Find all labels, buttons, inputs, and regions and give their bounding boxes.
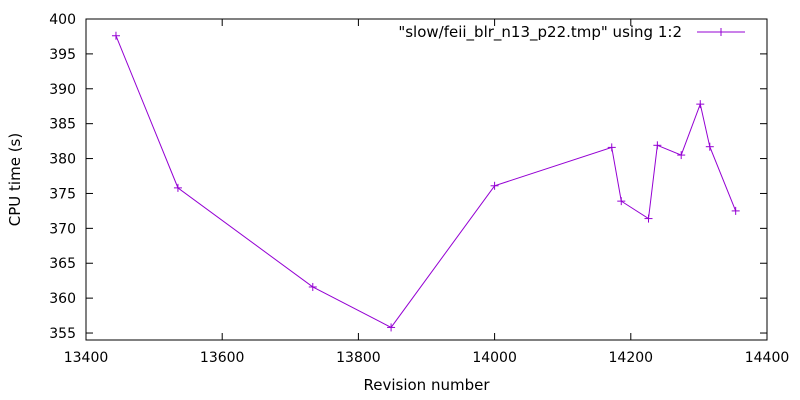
data-point [617,197,626,206]
data-point [731,206,740,215]
x-tick-label: 13400 [64,350,109,366]
plot-area-border [85,18,768,341]
legend-marker [717,28,725,36]
y-tick-label: 375 [49,186,76,202]
data-point [173,183,182,192]
y-tick-label: 355 [49,326,76,342]
data-point [653,141,662,150]
data-point [308,282,317,291]
x-tick-label: 13600 [200,350,245,366]
x-axis-ticks: 13400 13600 13800 14000 14200 14400 [64,19,790,366]
legend-label: "slow/feii_blr_n13_p22.tmp" using 1:2 [398,23,682,42]
data-point [111,31,120,40]
y-tick-label: 365 [49,256,76,272]
data-point [677,151,686,160]
x-tick-label: 14000 [472,350,517,366]
y-tick-label: 370 [49,221,76,237]
x-tick-label: 13800 [336,350,381,366]
x-axis-title: Revision number [364,376,491,394]
x-tick-label: 14400 [745,350,790,366]
data-point [705,142,714,151]
series-line [115,35,737,329]
data-point [696,100,705,109]
series-layer [111,31,740,332]
data-point [644,214,653,223]
y-axis-ticks: 355 360 365 370 375 380 385 390 395 400 [49,12,767,342]
y-tick-label: 385 [49,117,76,133]
y-tick-label: 390 [49,82,76,98]
y-tick-label: 380 [49,152,76,168]
x-tick-label: 14200 [609,350,654,366]
legend: "slow/feii_blr_n13_p22.tmp" using 1:2 [398,23,745,42]
data-point [387,323,396,332]
y-tick-label: 360 [49,291,76,307]
data-point [607,143,616,152]
data-point [490,181,499,190]
y-tick-label: 395 [49,47,76,63]
y-tick-label: 400 [49,12,76,28]
y-axis-title: CPU time (s) [6,133,24,226]
